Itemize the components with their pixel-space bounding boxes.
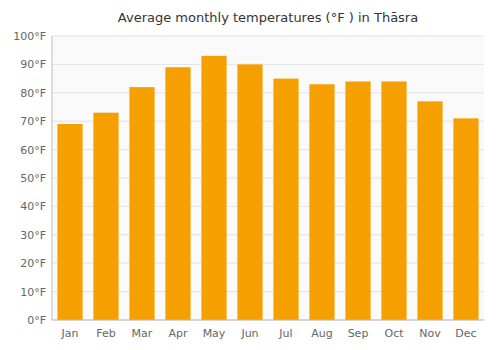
x-tick-label: Jul: [278, 327, 292, 340]
y-tick-label: 50°F: [20, 172, 46, 185]
chart: Average monthly temperatures (°F ) in Th…: [0, 0, 500, 350]
x-axis-line: [52, 320, 484, 321]
x-tick-label: Dec: [455, 327, 476, 340]
bar: [201, 56, 226, 320]
x-tick-label: Oct: [384, 327, 404, 340]
y-tick-label: 100°F: [13, 30, 46, 43]
bar: [453, 118, 478, 320]
bar: [165, 67, 190, 320]
grid-line: [52, 36, 484, 37]
y-tick-label: 10°F: [20, 286, 46, 299]
bar: [237, 64, 262, 320]
y-tick-label: 20°F: [20, 257, 46, 270]
bar: [417, 101, 442, 320]
bar: [129, 87, 154, 320]
bar: [273, 79, 298, 320]
bar: [345, 81, 370, 320]
x-tick-label: Jan: [61, 327, 79, 340]
chart-container: Average monthly temperatures (°F ) in Th…: [0, 0, 500, 350]
y-tick-label: 40°F: [20, 200, 46, 213]
x-tick-label: Nov: [419, 327, 441, 340]
y-tick-label: 80°F: [20, 87, 46, 100]
x-tick-label: Jun: [240, 327, 258, 340]
x-tick-label: Mar: [132, 327, 153, 340]
y-tick-label: 60°F: [20, 144, 46, 157]
grid-line: [52, 64, 484, 65]
bar: [381, 81, 406, 320]
x-tick-label: Aug: [311, 327, 332, 340]
y-tick-label: 70°F: [20, 115, 46, 128]
y-tick-label: 90°F: [20, 58, 46, 71]
x-tick-label: Sep: [348, 327, 369, 340]
y-tick-label: 0°F: [27, 314, 46, 327]
x-tick-label: May: [203, 327, 226, 340]
bars: [57, 56, 478, 320]
y-axis-line: [52, 36, 53, 320]
grid-line: [52, 320, 484, 321]
y-tick-label: 30°F: [20, 229, 46, 242]
x-tick-label: Apr: [168, 327, 188, 340]
bar: [309, 84, 334, 320]
y-axis: 0°F 10°F 20°F 30°F 40°F 50°F 60°F 70°F 80°F 90°F 1…: [13, 30, 46, 327]
y-grid: [52, 36, 484, 320]
x-tick-label: Feb: [96, 327, 115, 340]
bar: [93, 113, 118, 320]
bar: [57, 124, 82, 320]
title: Average monthly temperatures (°F ) in Th…: [118, 10, 418, 25]
plot-area: [52, 36, 484, 320]
grid-line: [52, 92, 484, 93]
x-axis: Jan Feb Mar Apr May Jun Jul Aug Sep Oct Nov Dec: [61, 327, 477, 340]
